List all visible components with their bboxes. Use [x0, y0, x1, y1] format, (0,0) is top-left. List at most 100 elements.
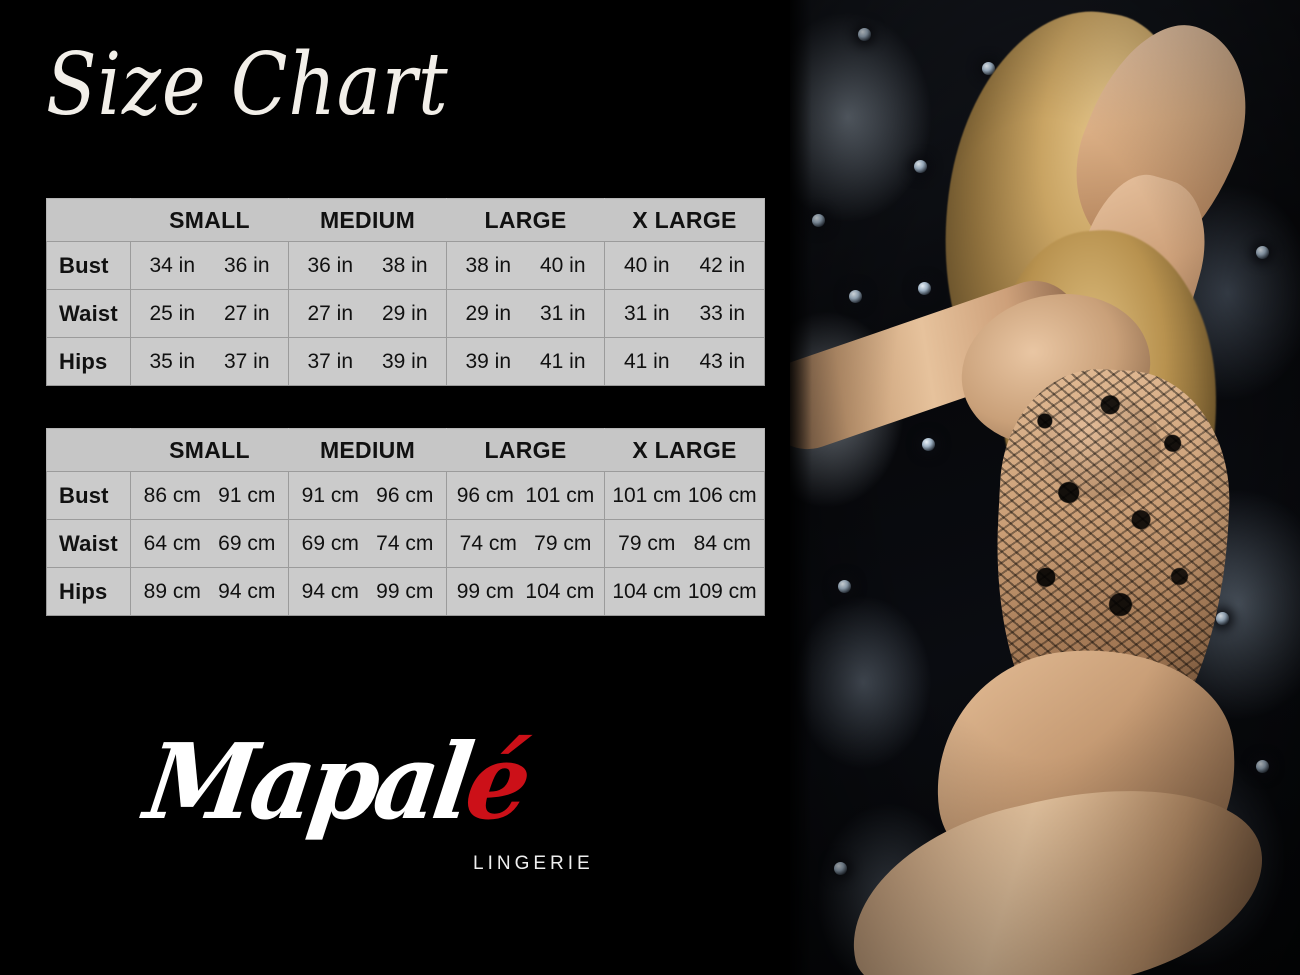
value-max: 104 cm [525, 579, 595, 603]
cell-bust-small: 86 cm 91 cm [130, 471, 289, 520]
value-min: 36 in [307, 253, 354, 277]
value-min: 94 cm [301, 579, 359, 603]
value-max: 31 in [539, 301, 586, 325]
cell-waist-x-large: 79 cm 84 cm [604, 519, 765, 568]
row-label-hips: Hips [46, 337, 131, 386]
table-corner-cell [46, 428, 131, 472]
value-max: 39 in [381, 349, 428, 373]
table-row: Bust 86 cm 91 cm 91 cm 96 cm [46, 471, 765, 520]
value-max: 69 cm [218, 531, 276, 555]
cell-bust-medium: 91 cm 96 cm [288, 471, 447, 520]
cell-bust-medium: 36 in 38 in [288, 241, 447, 290]
value-min: 104 cm [612, 579, 682, 603]
cell-hips-x-large: 41 in 43 in [604, 337, 765, 386]
value-max: 91 cm [218, 483, 276, 507]
table-row: Hips 35 in 37 in 37 in 39 in [46, 337, 765, 386]
value-min: 74 cm [459, 531, 517, 555]
value-max: 101 cm [525, 483, 595, 507]
cell-hips-x-large: 104 cm 109 cm [604, 567, 765, 616]
cell-waist-medium: 69 cm 74 cm [288, 519, 447, 568]
row-label-waist: Waist [46, 519, 131, 568]
cm-table-header: SMALL MEDIUM LARGE X LARGE [46, 428, 765, 472]
value-min: 101 cm [612, 483, 682, 507]
brand-name-main: Mapal [138, 720, 476, 843]
model-figure [786, 0, 1300, 975]
value-max: 84 cm [693, 531, 751, 555]
table-row: Bust 34 in 36 in 36 in 38 in [46, 241, 765, 290]
value-max: 33 in [699, 301, 746, 325]
cell-hips-medium: 37 in 39 in [288, 337, 447, 386]
value-max: 36 in [223, 253, 270, 277]
value-min: 39 in [465, 349, 512, 373]
cell-waist-small: 64 cm 69 cm [130, 519, 289, 568]
column-header-large: LARGE [446, 198, 605, 242]
inches-size-table: SMALL MEDIUM LARGE X LARGE Bust 34 in 36… [46, 198, 765, 386]
row-label-waist: Waist [46, 289, 131, 338]
cell-hips-small: 89 cm 94 cm [130, 567, 289, 616]
cell-bust-x-large: 101 cm 106 cm [604, 471, 765, 520]
brand-logo: Mapalé LINGERIE [138, 720, 625, 885]
value-min: 27 in [307, 301, 354, 325]
table-header-row: SMALL MEDIUM LARGE X LARGE [46, 198, 765, 242]
value-min: 79 cm [618, 531, 676, 555]
cell-waist-large: 29 in 31 in [446, 289, 605, 338]
value-min: 64 cm [143, 531, 201, 555]
column-header-x-large: X LARGE [604, 428, 765, 472]
cell-waist-small: 25 in 27 in [130, 289, 289, 338]
value-min: 69 cm [301, 531, 359, 555]
value-max: 106 cm [687, 483, 757, 507]
value-max: 41 in [539, 349, 586, 373]
table-row: Hips 89 cm 94 cm 94 cm 99 cm [46, 567, 765, 616]
value-max: 74 cm [376, 531, 434, 555]
value-min: 96 cm [456, 483, 514, 507]
value-min: 99 cm [456, 579, 514, 603]
value-min: 89 cm [143, 579, 201, 603]
value-max: 42 in [699, 253, 746, 277]
value-min: 34 in [149, 253, 196, 277]
cell-hips-large: 39 in 41 in [446, 337, 605, 386]
cell-waist-x-large: 31 in 33 in [604, 289, 765, 338]
brand-subtitle: LINGERIE [473, 853, 594, 874]
page-title: Size Chart [46, 35, 449, 135]
value-max: 99 cm [376, 579, 434, 603]
cell-bust-large: 38 in 40 in [446, 241, 605, 290]
value-min: 40 in [623, 253, 670, 277]
column-header-x-large: X LARGE [604, 198, 765, 242]
row-label-bust: Bust [46, 471, 131, 520]
cell-waist-medium: 27 in 29 in [288, 289, 447, 338]
info-panel: Size Chart SMALL MEDIUM LARGE X LARGE Bu… [46, 35, 765, 885]
table-row: Waist 64 cm 69 cm 69 cm 74 cm [46, 519, 765, 568]
table-header-row: SMALL MEDIUM LARGE X LARGE [46, 428, 765, 472]
cell-bust-large: 96 cm 101 cm [446, 471, 605, 520]
inches-table-body: Bust 34 in 36 in 36 in 38 in [46, 241, 765, 386]
row-label-bust: Bust [46, 241, 131, 290]
value-min: 25 in [149, 301, 196, 325]
value-min: 38 in [465, 253, 512, 277]
column-header-medium: MEDIUM [288, 428, 447, 472]
value-max: 29 in [381, 301, 428, 325]
value-max: 27 in [223, 301, 270, 325]
inches-table-header: SMALL MEDIUM LARGE X LARGE [46, 198, 765, 242]
cell-bust-x-large: 40 in 42 in [604, 241, 765, 290]
table-row: Waist 25 in 27 in 27 in 29 in [46, 289, 765, 338]
value-max: 40 in [539, 253, 586, 277]
value-min: 31 in [623, 301, 670, 325]
row-label-hips: Hips [46, 567, 131, 616]
value-max: 94 cm [218, 579, 276, 603]
value-min: 41 in [623, 349, 670, 373]
value-min: 29 in [465, 301, 512, 325]
value-max: 109 cm [687, 579, 757, 603]
table-corner-cell [46, 198, 131, 242]
cell-hips-large: 99 cm 104 cm [446, 567, 605, 616]
column-header-medium: MEDIUM [288, 198, 447, 242]
cm-table-body: Bust 86 cm 91 cm 91 cm 96 cm [46, 471, 765, 616]
value-min: 37 in [307, 349, 354, 373]
cell-hips-medium: 94 cm 99 cm [288, 567, 447, 616]
brand-wordmark: Mapalé [138, 720, 534, 843]
value-max: 38 in [381, 253, 428, 277]
value-max: 96 cm [376, 483, 434, 507]
value-min: 91 cm [301, 483, 359, 507]
cell-hips-small: 35 in 37 in [130, 337, 289, 386]
column-header-small: SMALL [130, 198, 289, 242]
